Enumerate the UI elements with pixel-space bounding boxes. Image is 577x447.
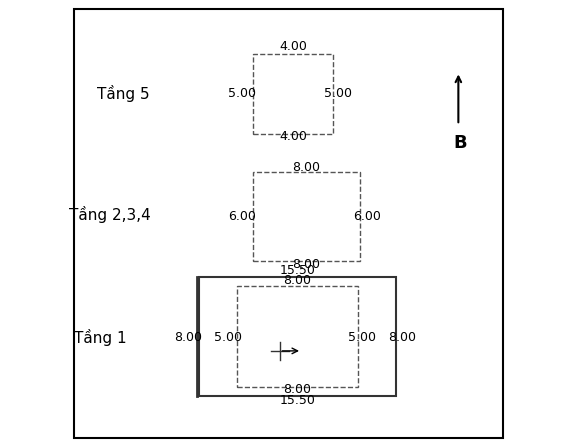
Bar: [253, 172, 360, 261]
Text: 4.00: 4.00: [279, 130, 307, 143]
Bar: [237, 286, 358, 387]
Text: 8.00: 8.00: [283, 274, 312, 287]
Text: 15.50: 15.50: [279, 393, 316, 407]
Text: 4.00: 4.00: [279, 40, 307, 54]
Text: B: B: [454, 134, 467, 152]
Text: 8.00: 8.00: [388, 331, 417, 344]
Text: Tầng 5: Tầng 5: [97, 85, 149, 102]
Text: Tầng 2,3,4: Tầng 2,3,4: [69, 206, 151, 223]
Text: 8.00: 8.00: [283, 383, 312, 396]
Text: Tầng 1: Tầng 1: [74, 329, 127, 346]
Bar: [253, 54, 333, 134]
Text: 8.00: 8.00: [293, 258, 320, 271]
Text: 5.00: 5.00: [214, 331, 242, 344]
Text: 8.00: 8.00: [174, 331, 202, 344]
Text: 5.00: 5.00: [227, 87, 256, 101]
Text: 6.00: 6.00: [228, 210, 256, 224]
Text: 8.00: 8.00: [293, 161, 320, 174]
Text: 6.00: 6.00: [353, 210, 381, 224]
Bar: [199, 277, 396, 396]
Text: 15.50: 15.50: [279, 264, 316, 277]
Text: 5.00: 5.00: [324, 87, 351, 101]
Text: 5.00: 5.00: [349, 331, 376, 344]
